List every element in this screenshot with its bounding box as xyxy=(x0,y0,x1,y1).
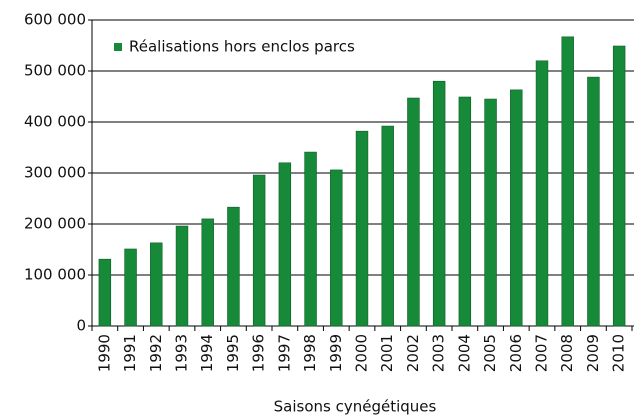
bar xyxy=(458,96,472,327)
bar xyxy=(432,80,446,327)
x-tick-label: 1997 xyxy=(275,334,293,372)
bar xyxy=(330,169,343,327)
y-tick-label: 0 xyxy=(76,317,86,335)
legend-swatch xyxy=(114,43,122,51)
bar xyxy=(612,45,626,327)
bar xyxy=(304,151,317,327)
x-tick-label: 2009 xyxy=(584,334,602,372)
y-tick-label: 100 000 xyxy=(24,266,86,284)
x-tick-label: 1995 xyxy=(224,334,242,372)
bar xyxy=(561,36,574,327)
x-tick-label: 2004 xyxy=(455,334,473,372)
bar xyxy=(252,174,266,327)
x-tick-label: 1996 xyxy=(250,334,268,372)
x-tick-label: 2005 xyxy=(481,334,499,372)
bar xyxy=(201,218,214,327)
bar xyxy=(175,225,189,327)
bar xyxy=(278,162,292,327)
bar xyxy=(535,60,549,327)
bar xyxy=(124,248,137,327)
x-tick-label: 2008 xyxy=(558,334,576,372)
bar xyxy=(227,206,240,327)
x-tick-label: 1994 xyxy=(198,334,216,372)
x-tick-label: 2002 xyxy=(404,334,422,372)
y-tick-label: 500 000 xyxy=(24,62,86,80)
x-tick-label: 1991 xyxy=(121,334,139,372)
x-tick-label: 1998 xyxy=(301,334,319,372)
bar xyxy=(150,242,163,327)
bar xyxy=(510,89,523,327)
legend-label: Réalisations hors enclos parcs xyxy=(129,38,355,56)
bar xyxy=(407,97,420,327)
bar xyxy=(587,76,600,327)
x-tick-label: 2000 xyxy=(353,334,371,372)
x-axis-title: Saisons cynégétiques xyxy=(274,398,437,416)
bar xyxy=(484,98,497,327)
x-tick-label: 2007 xyxy=(533,334,551,372)
bar xyxy=(98,258,112,327)
x-tick-label: 2010 xyxy=(610,334,628,372)
x-tick-label: 1992 xyxy=(147,334,165,372)
x-tick-label: 1999 xyxy=(327,334,345,372)
x-tick-label: 1990 xyxy=(95,334,113,372)
y-tick-label: 400 000 xyxy=(24,113,86,131)
x-tick-label: 1993 xyxy=(173,334,191,372)
bar xyxy=(381,125,394,327)
bar xyxy=(355,130,369,327)
y-tick-label: 200 000 xyxy=(24,215,86,233)
x-tick-label: 2006 xyxy=(507,334,525,372)
y-tick-label: 300 000 xyxy=(24,164,86,182)
x-tick-label: 2003 xyxy=(430,334,448,372)
x-tick-label: 2001 xyxy=(378,334,396,372)
y-tick-label: 600 000 xyxy=(24,11,86,29)
